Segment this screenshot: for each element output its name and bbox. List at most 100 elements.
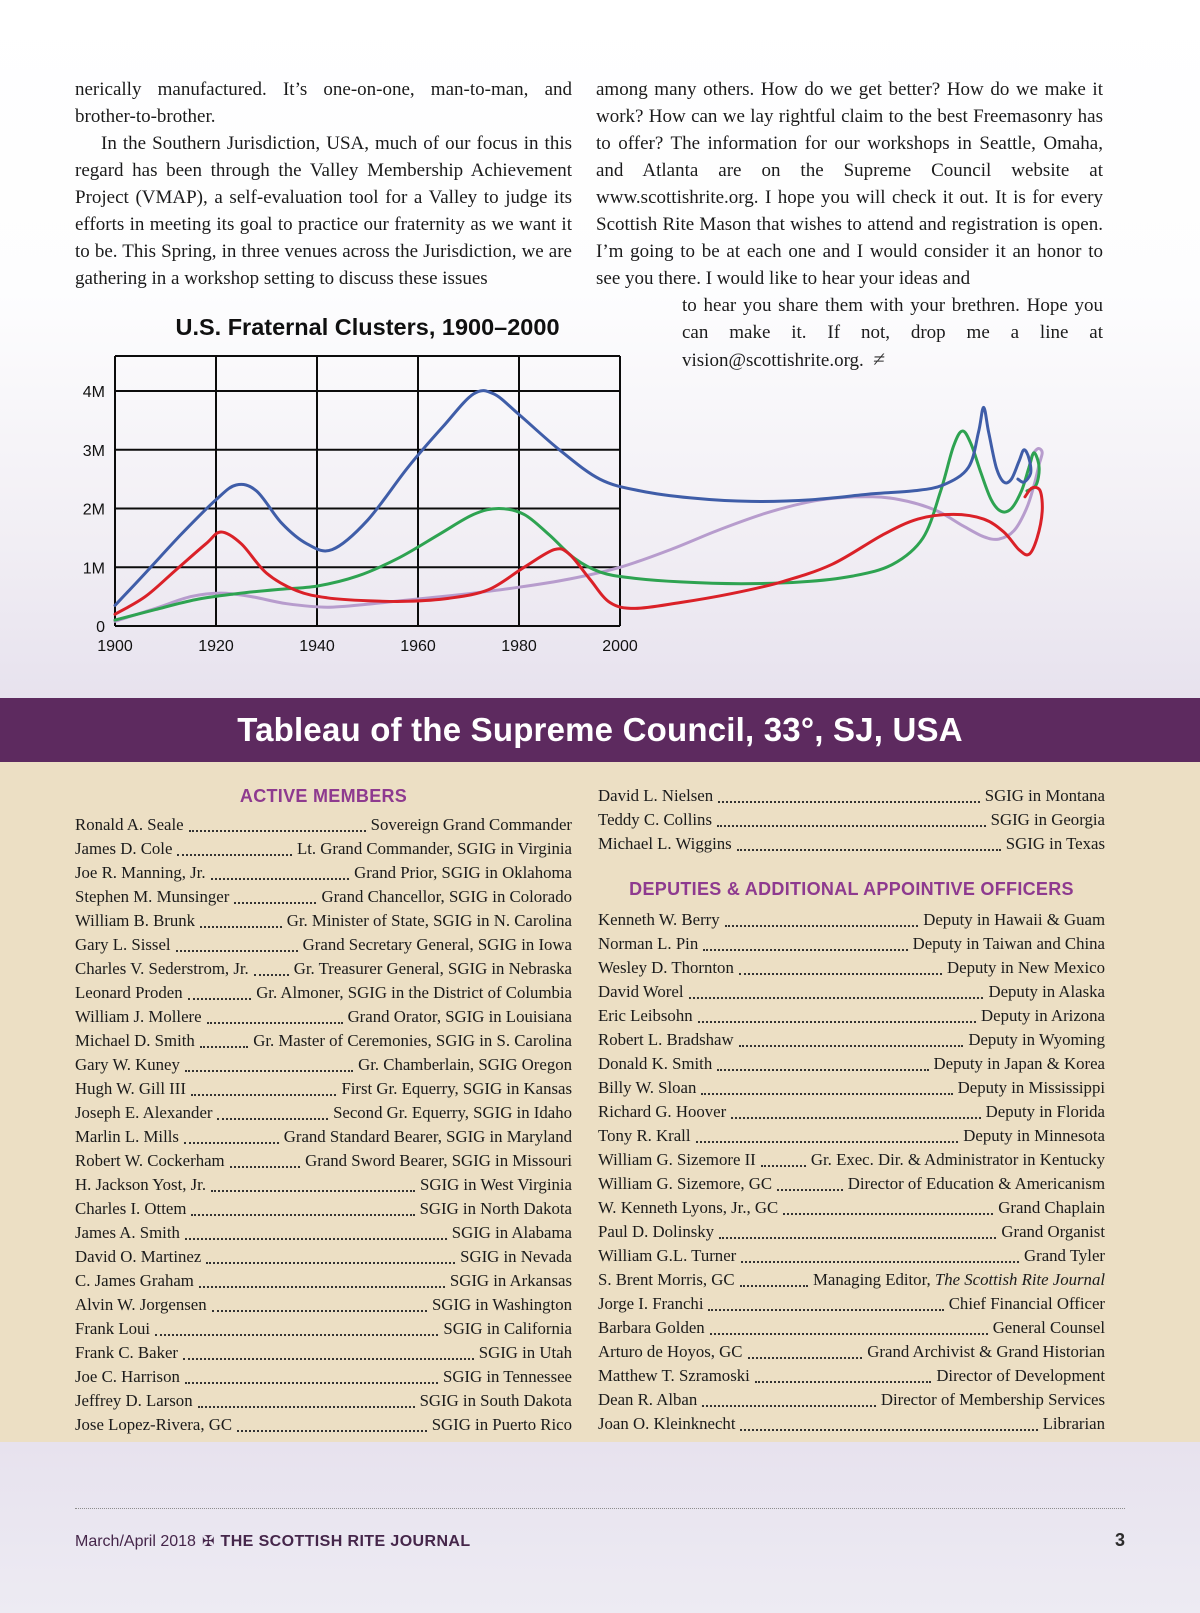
leader-dots bbox=[188, 813, 367, 837]
y-tick-label: 3M bbox=[83, 443, 105, 460]
member-name: Norman L. Pin bbox=[598, 934, 699, 953]
footer-left: March/April 2018 ✠ THE SCOTTISH RITE JOURN… bbox=[75, 1532, 471, 1551]
tableau-entry: Joseph E. Alexander Second Gr. Equerry, S… bbox=[75, 1101, 572, 1125]
tableau-entry: William G.L. Turner Grand Tyler bbox=[598, 1244, 1105, 1268]
tableau-entry: Billy W. Sloan Deputy in Mississippi bbox=[598, 1076, 1105, 1100]
leader-dots bbox=[233, 885, 317, 909]
tableau-entry: Matthew T. Szramoski Director of Developm… bbox=[598, 1364, 1105, 1388]
leader-dots bbox=[718, 1220, 997, 1244]
member-title: SGIG in South Dakota bbox=[419, 1391, 572, 1410]
member-title: Grand Organist bbox=[1001, 1222, 1105, 1241]
member-name: William B. Brunk bbox=[75, 911, 196, 930]
tableau-entry: Wesley D. Thornton Deputy in New Mexico bbox=[598, 956, 1105, 980]
leader-dots bbox=[190, 1197, 415, 1221]
tableau-entry: William G. Sizemore, GC Director of Educa… bbox=[598, 1172, 1105, 1196]
leader-dots bbox=[754, 1364, 933, 1388]
member-name: Joe C. Harrison bbox=[75, 1367, 180, 1386]
member-name: Robert L. Bradshaw bbox=[598, 1030, 734, 1049]
member-name: Joan O. Kleinknecht bbox=[598, 1414, 736, 1433]
leader-dots bbox=[707, 1292, 944, 1316]
leader-dots bbox=[205, 1245, 456, 1269]
tableau-entry: David Worel Deputy in Alaska bbox=[598, 980, 1105, 1004]
member-name: Tony R. Krall bbox=[598, 1126, 691, 1145]
fraternal-chart-svg: 0 1M 2M 3M 4M 1900 1920 1940 1960 1980 2000 bbox=[83, 355, 1044, 655]
member-name: Michael L. Wiggins bbox=[598, 834, 732, 853]
deputies-heading: DEPUTIES & ADDITIONAL APPOINTIVE OFFICER… bbox=[629, 879, 1074, 899]
member-title: SGIG in Alabama bbox=[451, 1223, 572, 1242]
member-title: First Gr. Equerry, SGIG in Kansas bbox=[341, 1079, 572, 1098]
leader-dots bbox=[197, 1389, 416, 1413]
member-name: Gary W. Kuney bbox=[75, 1055, 180, 1074]
fraternal-clusters-chart: 0 1M 2M 3M 4M 1900 1920 1940 1960 1980 2000 bbox=[75, 350, 1105, 680]
member-title: Librarian bbox=[1042, 1414, 1105, 1433]
x-tick-label: 1940 bbox=[299, 638, 335, 655]
member-title: Grand Archivist & Grand Historian bbox=[867, 1342, 1105, 1361]
member-name: Kenneth W. Berry bbox=[598, 910, 720, 929]
member-title: Gr. Exec. Dir. & Administrator in Kentuc… bbox=[810, 1150, 1105, 1169]
leader-dots bbox=[184, 1053, 354, 1077]
member-title: General Counsel bbox=[992, 1318, 1105, 1337]
member-name: Richard G. Hoover bbox=[598, 1102, 727, 1121]
deputies-list: Kenneth W. Berry Deputy in Hawaii & Guam N… bbox=[598, 908, 1105, 1436]
footer: March/April 2018 ✠ THE SCOTTISH RITE JOURN… bbox=[75, 1530, 1125, 1551]
member-name: David Worel bbox=[598, 982, 684, 1001]
member-title: Deputy in Wyoming bbox=[968, 1030, 1105, 1049]
tableau-entry: James A. Smith SGIG in Alabama bbox=[75, 1221, 572, 1245]
leader-dots bbox=[739, 1268, 809, 1292]
series-line-purple bbox=[113, 447, 1044, 623]
tableau-entry: C. James Graham SGIG in Arkansas bbox=[75, 1269, 572, 1293]
series-line-blue bbox=[113, 389, 1033, 607]
leader-dots bbox=[154, 1317, 439, 1341]
leader-dots bbox=[688, 980, 985, 1004]
x-tick-label: 2000 bbox=[602, 638, 638, 655]
member-name: Barbara Golden bbox=[598, 1318, 705, 1337]
tableau-entry: David O. Martinez SGIG in Nevada bbox=[75, 1245, 572, 1269]
article-left-column: nerically manufactured. It’s one-on-one,… bbox=[75, 76, 572, 292]
leader-dots bbox=[183, 1125, 280, 1149]
paragraph: among many others. How do we get better?… bbox=[596, 79, 1103, 289]
member-title: Deputy in Taiwan and China bbox=[912, 934, 1105, 953]
member-name: Joe R. Manning, Jr. bbox=[75, 863, 206, 882]
tableau-entry: Arturo de Hoyos, GC Grand Archivist & Gra… bbox=[598, 1340, 1105, 1364]
tableau-entry: Gary W. Kuney Gr. Chamberlain, SGIG Orego… bbox=[75, 1053, 572, 1077]
y-tick-label: 0 bbox=[96, 619, 105, 636]
member-title: Deputy in Hawaii & Guam bbox=[923, 910, 1105, 929]
member-title: Grand Secretary General, SGIG in Iowa bbox=[302, 935, 572, 954]
tableau-entry: Joe R. Manning, Jr. Grand Prior, SGIG in … bbox=[75, 861, 572, 885]
member-title: Managing Editor, The Scottish Rite Journ… bbox=[812, 1270, 1105, 1289]
tableau-entry: Marlin L. Mills Grand Standard Bearer, SG… bbox=[75, 1125, 572, 1149]
leader-dots bbox=[182, 1341, 475, 1365]
member-name: Marlin L. Mills bbox=[75, 1127, 179, 1146]
tableau-entry: Paul D. Dolinsky Grand Organist bbox=[598, 1220, 1105, 1244]
tableau-section: ACTIVE MEMBERS Ronald A. Seale Sovereign … bbox=[0, 762, 1200, 1442]
leader-dots bbox=[736, 832, 1002, 856]
y-tick-label: 1M bbox=[83, 560, 105, 577]
tableau-entry: James D. Cole Lt. Grand Commander, SGIG i… bbox=[75, 837, 572, 861]
member-title: Grand Tyler bbox=[1024, 1246, 1105, 1265]
leader-dots bbox=[760, 1148, 807, 1172]
paragraph-text: to hear you share them with your brethre… bbox=[682, 295, 1103, 371]
leader-dots bbox=[738, 1028, 965, 1052]
member-title: Gr. Almoner, SGIG in the District of Col… bbox=[256, 983, 572, 1002]
member-title: Second Gr. Equerry, SGIG in Idaho bbox=[333, 1103, 572, 1122]
leader-dots bbox=[709, 1316, 989, 1340]
tableau-entry: William B. Brunk Gr. Minister of State, S… bbox=[75, 909, 572, 933]
member-title: Gr. Master of Ceremonies, SGIG in S. Car… bbox=[253, 1031, 572, 1050]
leader-dots bbox=[176, 837, 293, 861]
leader-dots bbox=[184, 1221, 448, 1245]
member-name: Michael D. Smith bbox=[75, 1031, 195, 1050]
member-name: Alvin W. Jorgensen bbox=[75, 1295, 207, 1314]
x-tick-label: 1920 bbox=[198, 638, 234, 655]
tableau-entry: Frank C. Baker SGIG in Utah bbox=[75, 1341, 572, 1365]
tableau-entry: Charles I. Ottem SGIG in North Dakota bbox=[75, 1197, 572, 1221]
leader-dots bbox=[175, 933, 299, 957]
member-name: Paul D. Dolinsky bbox=[598, 1222, 715, 1241]
member-name: William G. Sizemore II bbox=[598, 1150, 756, 1169]
tableau-entry: Teddy C. Collins SGIG in Georgia bbox=[598, 808, 1105, 832]
article-area: nerically manufactured. It’s one-on-one,… bbox=[0, 0, 1200, 698]
member-name: James A. Smith bbox=[75, 1223, 180, 1242]
leader-dots bbox=[199, 1029, 249, 1053]
leader-dots bbox=[740, 1244, 1020, 1268]
member-name: Jorge I. Franchi bbox=[598, 1294, 704, 1313]
